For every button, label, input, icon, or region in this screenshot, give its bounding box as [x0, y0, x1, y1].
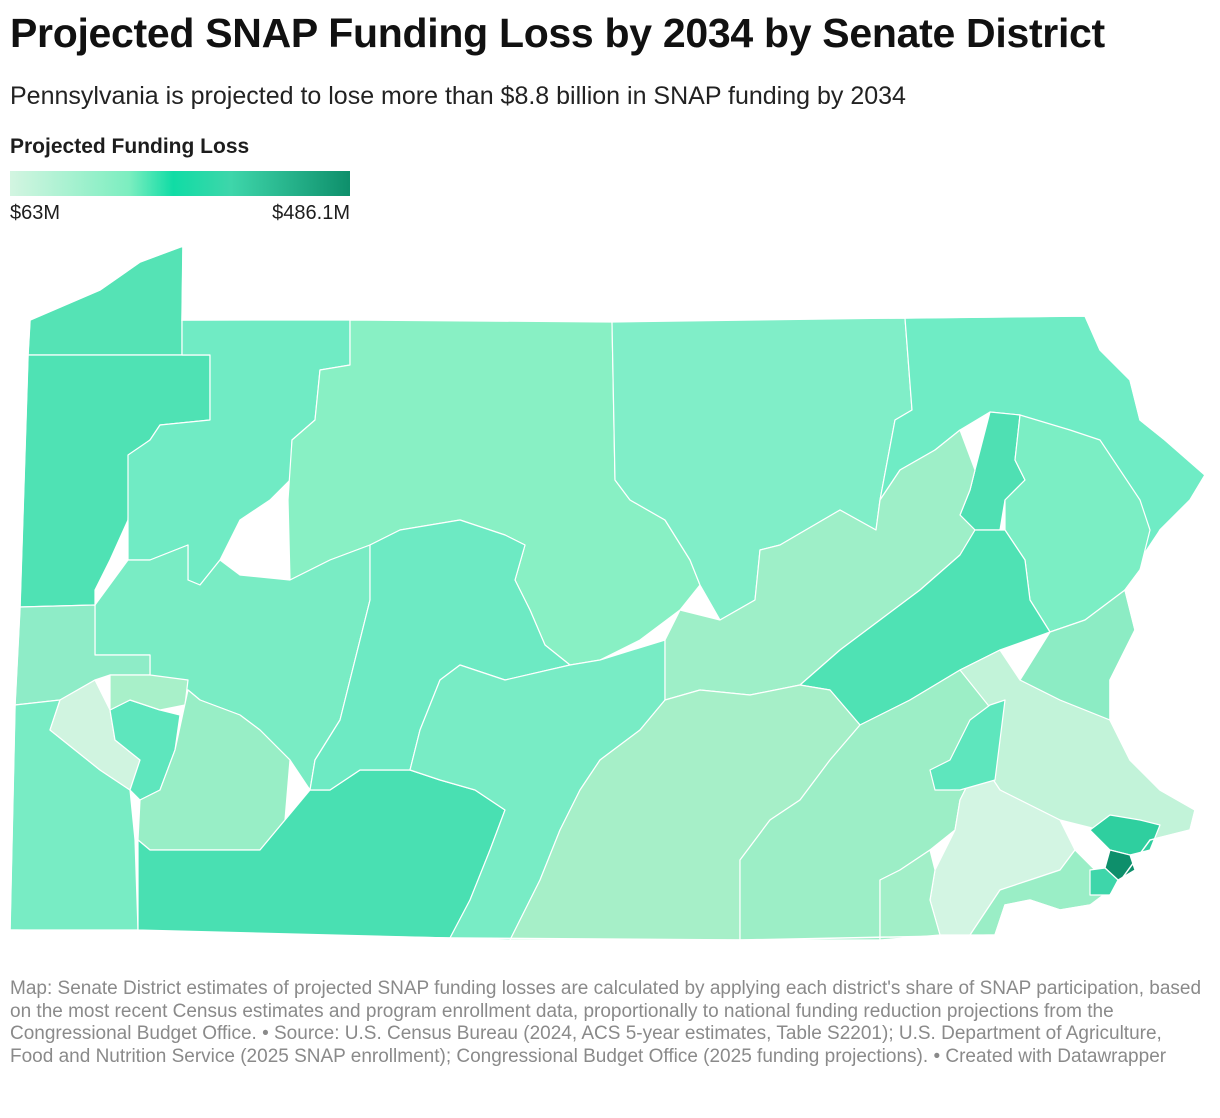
district-pittsburgh-north[interactable]: [109, 674, 189, 711]
legend-max-label: $486.1M: [272, 202, 350, 224]
district-philadelphia-core[interactable]: [1104, 849, 1136, 881]
district-philadelphia-south[interactable]: [1089, 867, 1119, 896]
district-erie-north[interactable]: [27, 245, 184, 356]
legend-min-label: $63M: [10, 202, 61, 224]
legend-color-scale: [10, 171, 350, 196]
footer-credit: • Created with Datawrapper: [933, 1045, 1167, 1067]
map-subtitle: Pennsylvania is projected to lose more t…: [10, 82, 906, 110]
legend-title: Projected Funding Loss: [10, 135, 250, 158]
footer-map-note: Map: Senate District estimates of projec…: [10, 978, 1202, 1044]
footer-note: Map: Senate District estimates of projec…: [10, 978, 1210, 1068]
map-title: Projected SNAP Funding Loss by 2034 by S…: [10, 10, 1105, 56]
state-outline: [9, 244, 1206, 941]
district-lehigh-small[interactable]: [929, 699, 1006, 791]
pennsylvania-senate-district-map: [9, 244, 1206, 941]
district-york-lancaster[interactable]: [879, 849, 941, 941]
footer-source: • Source: U.S. Census Bureau (2024, ACS …: [10, 1023, 1162, 1067]
